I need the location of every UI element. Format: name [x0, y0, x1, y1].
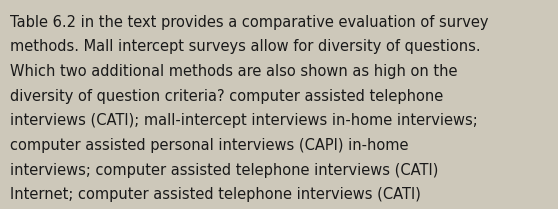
- Text: interviews; computer assisted telephone interviews (CATI): interviews; computer assisted telephone …: [10, 163, 439, 178]
- Text: Which two additional methods are also shown as high on the: Which two additional methods are also sh…: [10, 64, 458, 79]
- Text: Table 6.2 in the text provides a comparative evaluation of survey: Table 6.2 in the text provides a compara…: [10, 15, 489, 30]
- Text: Internet; computer assisted telephone interviews (CATI): Internet; computer assisted telephone in…: [10, 187, 421, 202]
- Text: computer assisted personal interviews (CAPI) in-home: computer assisted personal interviews (C…: [10, 138, 408, 153]
- Text: methods. Mall intercept surveys allow for diversity of questions.: methods. Mall intercept surveys allow fo…: [10, 39, 480, 54]
- Text: interviews (CATI); mall-intercept interviews in-home interviews;: interviews (CATI); mall-intercept interv…: [10, 113, 478, 128]
- Text: diversity of question criteria? computer assisted telephone: diversity of question criteria? computer…: [10, 89, 443, 104]
